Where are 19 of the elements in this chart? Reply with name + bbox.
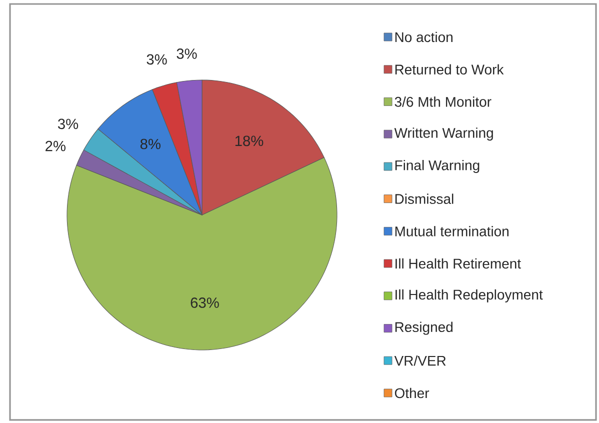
legend-label: Ill Health Retirement bbox=[396, 258, 521, 269]
data-label: 3% bbox=[58, 118, 78, 130]
data-label: 3% bbox=[176, 48, 197, 59]
legend-label: Written Warning bbox=[394, 128, 493, 141]
legend-label: Final Warning bbox=[395, 160, 480, 174]
data-label: 63% bbox=[190, 298, 219, 308]
legend-label: Mutual termination bbox=[395, 226, 508, 236]
legend-label: Resigned bbox=[395, 322, 452, 335]
legend-label: Returned to Work bbox=[395, 64, 504, 75]
legend-label: Ill Health Redeployment bbox=[396, 289, 543, 302]
legend-label: 3/6 Mth Monitor bbox=[394, 96, 492, 107]
legend-label: Other bbox=[394, 388, 430, 398]
data-label: 18% bbox=[235, 136, 264, 146]
legend-label: Dismissal bbox=[395, 194, 454, 204]
data-label: 2% bbox=[46, 140, 66, 152]
data-label: 3% bbox=[146, 54, 167, 65]
legend-label: No action bbox=[395, 32, 452, 42]
legend-label: VR/VER bbox=[394, 355, 446, 366]
data-label: 8% bbox=[140, 138, 160, 150]
